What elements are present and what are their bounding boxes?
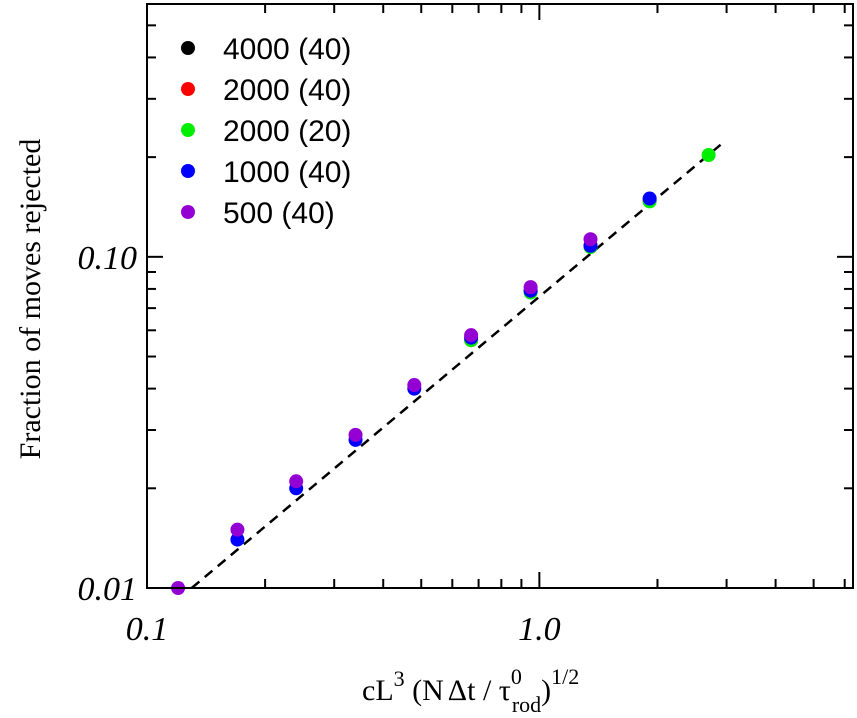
data-point <box>230 522 245 537</box>
tick-labels: 0.1 1.0 0.01 0.10 <box>78 240 561 648</box>
fit-line-group <box>190 141 725 589</box>
legend-marker <box>181 123 195 137</box>
legend-label: 2000 (40) <box>223 74 351 107</box>
legend-label: 1000 (40) <box>223 156 351 189</box>
legend-label: 2000 (20) <box>223 115 351 148</box>
data-point <box>642 191 657 206</box>
legend-label: 500 (40) <box>223 197 335 230</box>
x-tick-label: 0.1 <box>126 611 169 648</box>
legend-marker <box>181 205 195 219</box>
legend-marker <box>181 41 195 55</box>
data-point <box>464 328 479 343</box>
fit-line <box>190 141 725 589</box>
data-point <box>523 280 538 295</box>
data-point <box>289 474 304 489</box>
data-point <box>701 147 716 162</box>
x-axis-title: cL3 (N Δt / τ0 rod)1/2 <box>362 664 579 717</box>
plot-frame <box>146 3 854 589</box>
data-points <box>171 147 716 595</box>
data-point <box>348 427 363 442</box>
data-point <box>230 532 245 547</box>
axis-ticks <box>146 4 853 589</box>
legend-label: 4000 (40) <box>223 33 351 66</box>
x-tick-label: 1.0 <box>518 611 561 648</box>
data-point <box>407 378 422 393</box>
legend-marker <box>181 82 195 96</box>
legend-marker <box>181 164 195 178</box>
y-axis-title: Fraction of moves rejected <box>14 139 47 460</box>
y-tick-label: 0.01 <box>78 571 138 608</box>
legend: 4000 (40) 2000 (40) 2000 (20) 1000 (40) 500 … <box>181 33 351 230</box>
data-point <box>583 232 598 247</box>
y-tick-label: 0.10 <box>78 240 138 277</box>
